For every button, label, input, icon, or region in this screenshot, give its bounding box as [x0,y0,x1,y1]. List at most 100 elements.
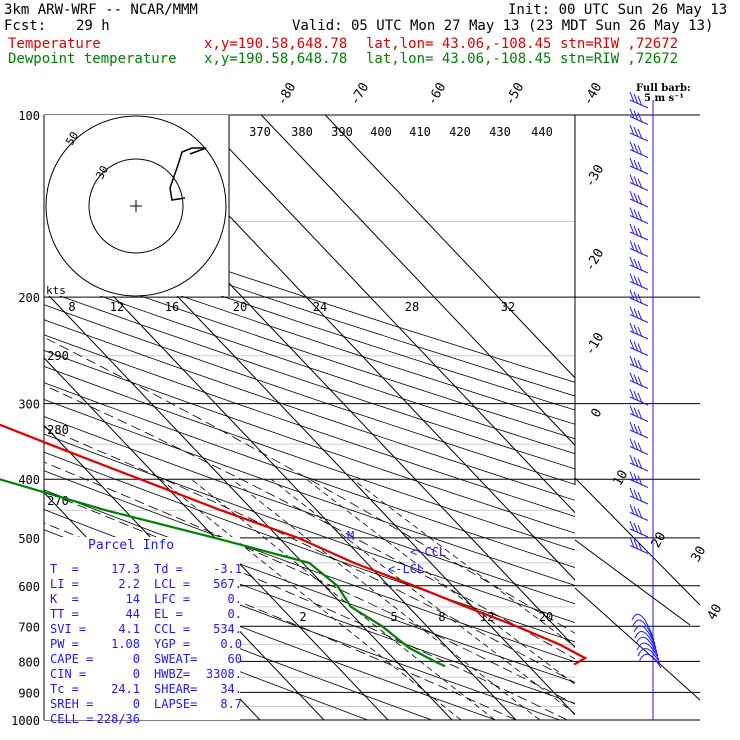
isobar-label: 400 [18,473,40,487]
wind-barb-shaft [629,380,649,389]
speed-scale-label: 32 [501,300,515,314]
wind-barb-feather [633,225,639,237]
wind-barb-feather [637,194,643,206]
forecast-label: Fcst: [4,18,47,34]
wind-barb-feather [633,357,639,369]
wind-barb-cluster [631,613,655,641]
isobar-label: 300 [18,398,40,412]
parcel-info-value: 1.08 [111,637,140,651]
legend-temperature-station: stn=RIW ,72672 [560,36,679,52]
wind-barb-feather [637,277,643,288]
parcel-info-value: 34. [220,682,242,696]
isotherm-label: 30 [689,544,710,565]
dry-adiabat [44,304,575,485]
parcel-info-value: 17.3 [111,562,140,576]
theta-e-label: 420 [449,125,471,139]
parcel-info-key: T = [50,562,79,576]
dry-adiabat [44,451,575,643]
dry-adiabat [44,416,575,605]
wind-barb-shaft [629,215,649,224]
wind-barb-feather [629,355,635,367]
wind-barb-feather [629,273,635,284]
wind-barb-feather [633,456,639,468]
parcel-info-row: CELL = 228/36 [50,712,242,727]
parcel-info-key: CCL = [154,622,191,636]
wind-barb-shaft [629,512,649,521]
wind-barb-feather [633,143,639,154]
isotherm-label: 0 [589,406,606,420]
temperature-profile [0,423,588,666]
wind-barb-feather [629,141,635,152]
dry-adiabat [44,247,575,425]
wind-barb-feather [633,423,639,435]
mixing-ratio-line [270,478,575,715]
isotherm-extension [574,587,701,701]
isotherm-label: -70 [348,80,373,108]
wind-barb-shaft [629,479,649,488]
parcel-info-key: YGP = [154,637,191,651]
wind-barb-shaft [629,396,649,406]
mixing-ratio-label: 2 [299,610,306,624]
wind-barb-shaft [629,231,649,241]
wind-barb-feather [633,341,639,352]
theta-e-label: 440 [531,125,553,139]
barb-note-title: Full barb: [636,83,691,94]
wind-barb-shaft [629,462,649,472]
wind-barb-shaft [629,132,649,142]
isotherm-line [260,115,575,446]
wind-barb-feather [629,537,635,548]
wind-barb-feather [633,440,639,451]
isotherm-label: -40 [581,80,606,108]
parcel-info-value: 0. [227,607,242,621]
wind-barb-shaft [629,314,649,323]
theta-e-label: 430 [489,125,511,139]
wind-barb-feather [637,541,643,552]
wind-barb-feather [633,489,639,501]
wind-barb-feather [629,388,635,400]
wind-barb-feather [637,442,643,453]
parcel-info-value: 0 [132,667,140,681]
dry-adiabat [44,334,575,517]
wind-barb-feather [633,506,639,517]
wind-barb-feather [637,95,643,107]
wind-barb-feather [637,112,643,123]
wind-barb-feather [629,124,635,136]
parcel-info-row: T = 17.3 Td = -3.1 [50,562,242,577]
wind-barb-feather [637,359,643,371]
wind-barb-feather [629,421,635,433]
wind-barb-shaft [629,116,649,125]
wind-barb-feather [629,339,635,350]
isotherm-line [44,289,453,720]
isotherm-line [0,115,4,720]
speed-scale-label: 16 [165,300,179,314]
isotherm-label: -30 [583,162,608,190]
isobar-label: 1000 [11,714,40,728]
legend-dewpoint: Dewpoint temperature [8,51,177,67]
isobar-label: 600 [18,580,40,594]
hodograph-ring-inner [88,158,184,254]
wind-barb-cluster [637,648,661,665]
hodograph-ring-label: 50 [63,130,81,148]
wind-barb-feather [629,471,635,482]
wind-barb-feather [629,157,635,169]
wind-barb-feather [633,192,639,204]
dry-adiabat [44,289,575,470]
wind-barbs [629,91,662,720]
wind-barb-cluster [634,631,658,653]
parcel-info-value: 24.1 [111,682,140,696]
isobar-label: 700 [18,620,40,634]
parcel-info-row: LI = 2.2 LCL = 567. [50,577,242,592]
parcel-info-key: SHEAR= [154,682,198,696]
wind-barb-shaft [629,182,649,191]
wind-barb-feather [629,504,635,515]
parcel-info-value: 8.7 [220,697,242,711]
isotherm-label: -60 [425,80,450,108]
parcel-info-key: LI = [50,577,79,591]
wind-barb-feather [633,258,639,270]
wind-barb-feather [629,256,635,268]
dry-adiabat [44,593,368,720]
forecast-hour: 29 h [76,18,110,34]
parcel-info-key: HWBZ= [154,667,191,681]
parcel-info-key: Tc = [50,682,79,696]
speed-scale-label: 8 [68,300,75,314]
